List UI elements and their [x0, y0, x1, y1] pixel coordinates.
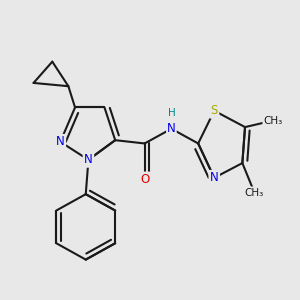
Text: N: N: [84, 153, 93, 166]
Text: CH₃: CH₃: [263, 116, 283, 126]
Text: N: N: [56, 135, 65, 148]
Text: O: O: [140, 173, 149, 186]
Text: S: S: [211, 104, 218, 117]
Text: H: H: [167, 108, 175, 118]
Text: N: N: [167, 122, 176, 135]
Text: CH₃: CH₃: [245, 188, 264, 197]
Text: N: N: [210, 171, 219, 184]
